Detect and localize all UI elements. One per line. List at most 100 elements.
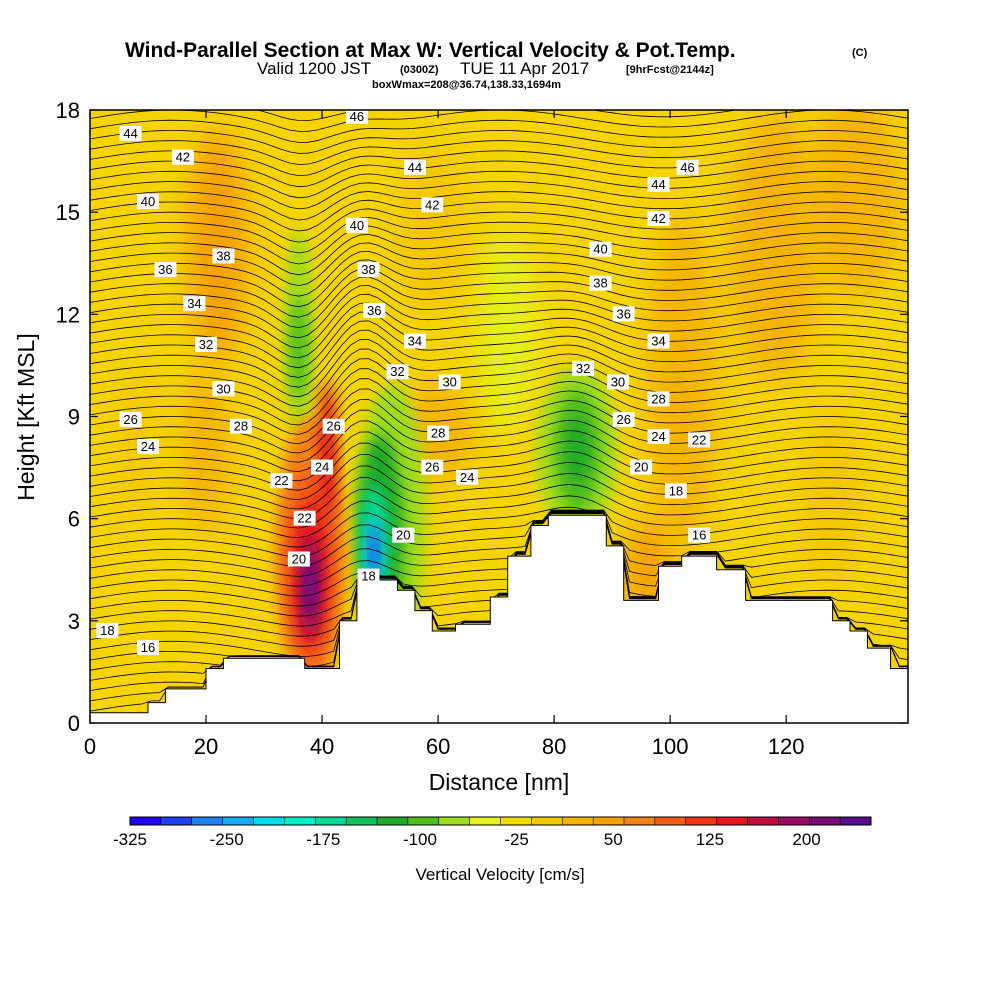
contour-label: 36: [363, 302, 386, 318]
contour-label: 22: [688, 432, 711, 448]
y-axis-label: Height [Kft MSL]: [13, 333, 39, 500]
contour-label: 30: [212, 381, 235, 397]
theta-contour: [90, 509, 908, 558]
valid-prefix: Valid 1200 JST: [257, 59, 371, 78]
theta-contour: [90, 398, 908, 454]
x-tick-label: 20: [194, 734, 218, 759]
contour-label: 24: [456, 469, 479, 485]
theta-contour: [90, 510, 908, 587]
theta-contour: [90, 293, 908, 349]
colorbar-swatch: [160, 817, 193, 825]
colorbar-ticks: -325 -250 -175 -100 -25 50 125 200: [113, 830, 821, 849]
contour-label-text: 26: [326, 419, 340, 434]
contour-labels: 44 46 46 42 44 44 40 42 42 40 38 40 36 38 38 34 36 36 34 34…: [96, 110, 711, 656]
theta-contour: [90, 129, 908, 154]
contour-label: 16: [688, 527, 711, 543]
chart-title: Wind-Parallel Section at Max W: Vertical…: [125, 39, 736, 62]
velocity-blob: [182, 365, 230, 536]
colorbar-swatch: [500, 817, 532, 825]
theta-contour: [90, 140, 908, 165]
contour-label: 26: [322, 418, 345, 434]
x-tick: 0: [84, 110, 96, 759]
theta-contour: [90, 348, 908, 407]
colorbar-swatch: [438, 817, 470, 825]
contour-label: 16: [137, 640, 160, 656]
contour-label: 42: [647, 210, 670, 226]
colorbar-swatch: [346, 817, 378, 825]
contour-label: 26: [612, 411, 635, 427]
x-tick: 80: [542, 110, 566, 759]
x-tick: 100: [652, 110, 689, 759]
y-tick: 18: [56, 98, 908, 123]
contour-label: 18: [96, 623, 119, 639]
contour-label: 38: [589, 275, 612, 291]
colorbar-swatch: [593, 817, 625, 825]
contour-label-text: 24: [315, 460, 329, 475]
contour-label-text: 34: [187, 296, 201, 311]
contour-label-text: 42: [176, 150, 190, 165]
theta-contour: [90, 199, 908, 232]
contour-label-text: 20: [396, 528, 410, 543]
velocity-blob: [728, 110, 821, 383]
contour-label-text: 18: [669, 483, 683, 498]
y-tick: 15: [56, 200, 908, 225]
y-tick: 6: [68, 507, 908, 532]
theta-contour: [90, 510, 908, 607]
y-tick-label: 0: [68, 711, 80, 736]
theta-contour: [90, 420, 908, 472]
contour-label: 28: [427, 425, 450, 441]
theta-contour: [90, 276, 908, 329]
contour-label: 18: [664, 483, 687, 499]
contour-label-text: 30: [216, 381, 230, 396]
contour-label: 40: [137, 193, 160, 209]
valid-line: Valid 1200 JST (0300Z) TUE 11 Apr 2017 […: [257, 59, 714, 78]
contour-label: 22: [270, 473, 293, 489]
velocity-blob: [290, 297, 308, 400]
contour-label-text: 42: [651, 211, 665, 226]
colorbar-tick-label: -100: [403, 830, 437, 849]
contour-label-text: 18: [100, 623, 114, 638]
x-axis-label: Distance [nm]: [429, 769, 570, 795]
contour-label: 44: [403, 159, 426, 175]
theta-contour: [90, 119, 908, 143]
contour-label-text: 38: [216, 248, 230, 263]
colorbar-swatch: [253, 817, 285, 825]
colorbar-swatch: [377, 817, 409, 825]
colorbar-swatch: [716, 817, 748, 825]
colorbar: [129, 816, 872, 826]
theta-contour: [90, 320, 908, 378]
colorbar-swatch: [840, 817, 872, 825]
theta-contour: [90, 431, 908, 482]
contour-label: 36: [612, 306, 635, 322]
theta-contour: [90, 500, 908, 538]
contour-label: 40: [345, 217, 368, 233]
box-info: boxWmax=208@36.74,138.33,1694m: [372, 79, 561, 91]
contour-label: 36: [154, 262, 177, 278]
forecast-info: [9hrFcst@2144z]: [626, 64, 714, 76]
contour-label-text: 40: [141, 194, 155, 209]
contour-label: 32: [195, 336, 218, 352]
theta-contour: [90, 216, 908, 254]
x-tick: 120: [768, 110, 805, 759]
colorbar-swatch: [469, 817, 501, 825]
colorbar-swatch: [284, 817, 316, 825]
theta-contour: [90, 181, 908, 210]
theta-contour: [90, 208, 908, 243]
y-tick-label: 18: [56, 98, 80, 123]
colorbar-swatch: [562, 817, 594, 825]
colorbar-tick-label: 125: [696, 830, 724, 849]
contour-label: 34: [403, 333, 426, 349]
contour-label-text: 24: [141, 439, 155, 454]
contour-label-text: 20: [292, 552, 306, 567]
colorbar-swatch: [809, 817, 841, 825]
contour-label: 32: [572, 360, 595, 376]
contour-label: 24: [647, 428, 670, 444]
colorbar-tick-label: -325: [113, 830, 147, 849]
x-tick-label: 100: [652, 734, 689, 759]
contour-label: 46: [676, 159, 699, 175]
theta-contour: [90, 259, 908, 308]
valid-date: TUE 11 Apr 2017: [460, 59, 589, 78]
theta-contour: [90, 368, 908, 426]
contour-label-text: 40: [350, 218, 364, 233]
